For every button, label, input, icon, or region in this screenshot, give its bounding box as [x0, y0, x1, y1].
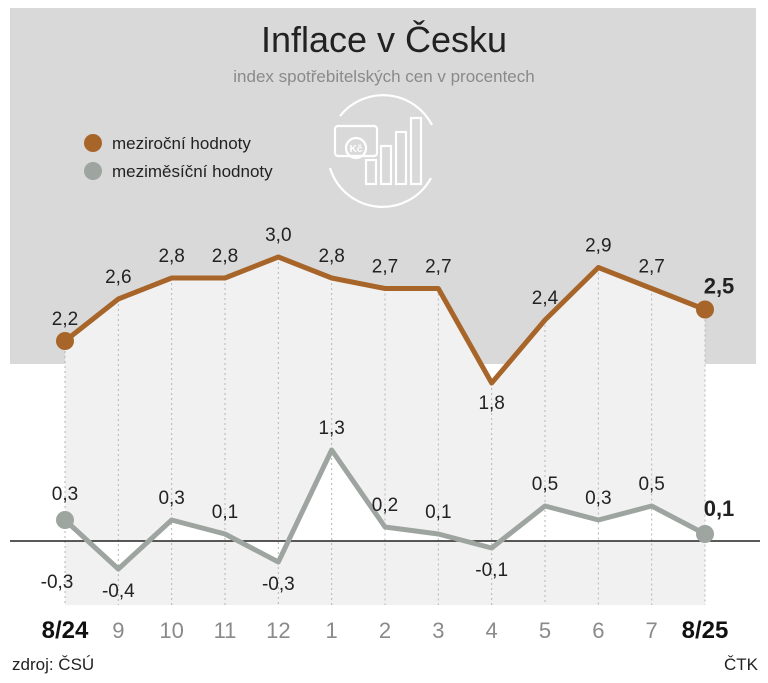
x-tick-label: 1 — [326, 618, 338, 643]
legend-label-yoy: meziroční hodnoty — [112, 134, 251, 153]
mom-value-label: -0,1 — [475, 560, 508, 581]
x-tick-label: 9 — [112, 618, 124, 643]
yoy-value-label: 2,8 — [158, 246, 184, 267]
legend-label-mom: meziměsíční hodnoty — [112, 162, 273, 181]
yoy-value-label: 2,8 — [212, 246, 238, 267]
yoy-value-label: 2,4 — [532, 288, 559, 309]
money-bar-chart-icon: Kč — [328, 94, 433, 208]
x-tick-label: 3 — [432, 618, 444, 643]
legend-marker-mom — [84, 162, 102, 180]
yoy-value-label: 2,7 — [425, 257, 451, 278]
yoy-value-label: 2,5 — [704, 274, 735, 299]
mom-value-label: -0,4 — [102, 581, 135, 602]
svg-text:Kč: Kč — [350, 144, 363, 155]
mom-value-label: 0,5 — [532, 474, 558, 495]
x-tick-label: 7 — [646, 618, 658, 643]
mom-value-label: -0,3 — [262, 574, 295, 595]
legend: meziroční hodnoty meziměsíční hodnoty — [84, 134, 273, 181]
x-tick-label: 6 — [592, 618, 604, 643]
x-axis-ticks: 8/24 9 10 11 12 1 2 3 4 5 6 7 8/25 — [42, 617, 729, 644]
chart-title: Inflace v Česku — [261, 19, 507, 60]
x-tick-label: 12 — [266, 618, 290, 643]
mom-value-label: 0,2 — [372, 495, 398, 516]
mom-value-label: 0,3 — [52, 484, 78, 505]
mom-value-label: 0,1 — [212, 502, 238, 523]
yoy-value-label: 2,6 — [105, 267, 131, 288]
mom-value-label: 0,3 — [585, 488, 611, 509]
yoy-series: 2,2 2,6 2,8 2,8 3,0 2,8 2,7 2,7 1,8 2,4 2,9 2,7 2,5 — [52, 225, 735, 414]
chart-subtitle: index spotřebitelských cen v procentech — [233, 67, 534, 86]
agency-label: ČTK — [724, 655, 759, 674]
yoy-value-label: 1,8 — [478, 393, 504, 414]
yoy-value-label: 2,9 — [585, 236, 611, 257]
yoy-value-label: 2,8 — [318, 246, 344, 267]
mom-line — [63, 447, 707, 572]
mom-value-label: 0,5 — [638, 474, 664, 495]
yoy-point-start — [56, 332, 74, 350]
x-tick-label: 8/25 — [682, 617, 729, 644]
yoy-value-label: 3,0 — [265, 225, 291, 246]
mom-series: 0,3 -0,4 0,3 0,1 -0,3 1,3 0,2 0,1 -0,1 0,5 0,3 0,5 0… — [41, 418, 735, 602]
mom-value-label: 0,1 — [425, 502, 451, 523]
yoy-line — [63, 254, 706, 386]
mom-point-end — [696, 525, 714, 543]
yoy-value-label: 2,7 — [372, 257, 398, 278]
mom-value-label: 0,1 — [704, 496, 735, 521]
source-label: zdroj: ČSÚ — [12, 655, 94, 674]
x-tick-label: 2 — [379, 618, 391, 643]
yoy-value-label: 2,2 — [52, 309, 78, 330]
x-tick-label: 5 — [539, 618, 551, 643]
x-tick-label: 4 — [486, 618, 498, 643]
x-tick-label: 8/24 — [42, 617, 89, 644]
yoy-point-end — [696, 300, 714, 319]
yoy-value-label: 2,7 — [638, 257, 664, 278]
mom-point-start — [56, 511, 74, 529]
mom-value-label: 1,3 — [318, 418, 344, 439]
mom-value-label-extra: -0,3 — [41, 572, 74, 593]
x-tick-label: 10 — [159, 618, 183, 643]
mom-value-label: 0,3 — [158, 488, 184, 509]
x-tick-label: 11 — [214, 618, 237, 643]
legend-marker-yoy — [84, 134, 102, 152]
